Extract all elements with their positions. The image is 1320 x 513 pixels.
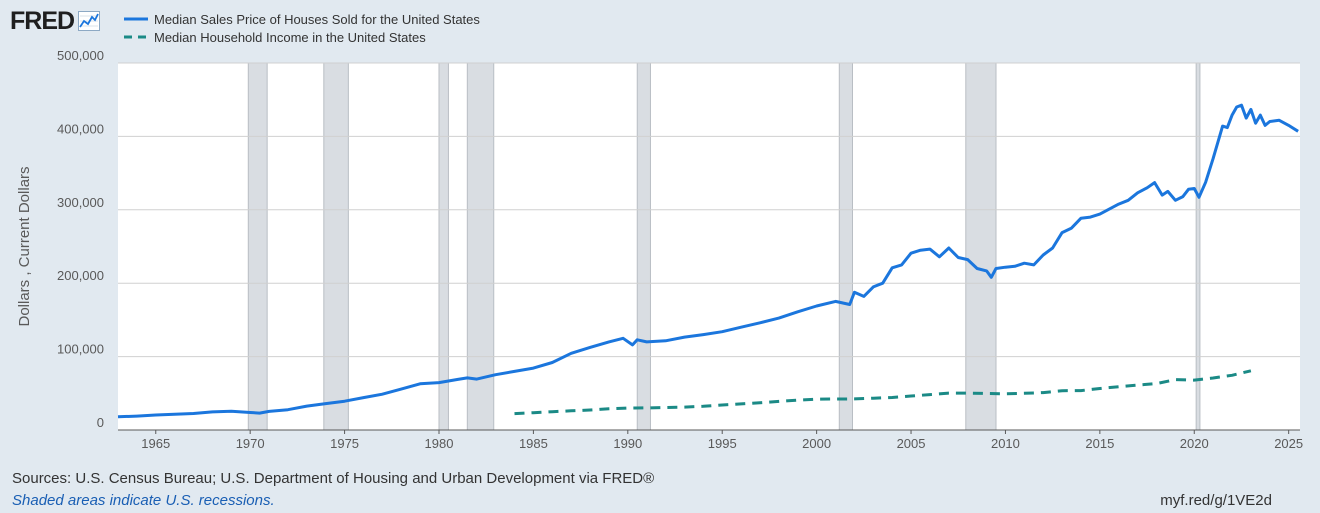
plot-area	[118, 63, 1300, 430]
legend-item-household-income[interactable]: Median Household Income in the United St…	[124, 28, 480, 46]
sources-text: Sources: U.S. Census Bureau; U.S. Depart…	[12, 470, 655, 487]
fred-logo[interactable]: FRED	[10, 6, 101, 35]
recession-band	[438, 62, 449, 431]
series-line-house-price	[117, 103, 1299, 419]
x-tick-label: 2015	[1085, 436, 1114, 451]
x-tick-label: 1990	[613, 436, 642, 451]
y-tick-label: 0	[97, 415, 104, 430]
legend-label: Median Household Income in the United St…	[154, 29, 426, 45]
x-tick-label: 1970	[236, 436, 265, 451]
short-url[interactable]: myf.red/g/1VE2d	[1160, 492, 1272, 509]
recession-band	[247, 62, 268, 431]
logo-text: FRED	[10, 6, 75, 35]
x-tick-label: 2010	[991, 436, 1020, 451]
line-chart-icon	[78, 11, 101, 31]
recession-note: Shaded areas indicate U.S. recessions.	[12, 492, 275, 509]
x-tick-label: 2000	[802, 436, 831, 451]
y-tick-label: 100,000	[57, 342, 104, 357]
chart-legend: Median Sales Price of Houses Sold for th…	[124, 10, 480, 46]
recession-band	[323, 62, 349, 431]
legend-item-house-price[interactable]: Median Sales Price of Houses Sold for th…	[124, 10, 480, 28]
recession-band	[1195, 62, 1201, 431]
x-tick-label: 2005	[897, 436, 926, 451]
y-tick-label: 300,000	[57, 195, 104, 210]
recession-band	[466, 62, 495, 431]
y-axis-label: Dollars , Current Dollars	[16, 166, 33, 326]
chart-header: FRED Median Sales Price of Houses Sold f…	[0, 0, 1320, 50]
x-tick-label: 1980	[425, 436, 454, 451]
series-line-household-income	[514, 369, 1252, 416]
recession-band	[636, 62, 651, 431]
x-tick-label: 2020	[1180, 436, 1209, 451]
legend-label: Median Sales Price of Houses Sold for th…	[154, 11, 480, 27]
legend-swatch-solid	[124, 17, 148, 21]
y-tick-label: 400,000	[57, 121, 104, 136]
legend-swatch-dashed	[124, 35, 148, 39]
x-tick-label: 1965	[141, 436, 170, 451]
y-tick-label: 200,000	[57, 268, 104, 283]
recession-band	[965, 62, 997, 431]
line-chart: 0 100,000 200,000 300,000 400,000 500,000 1965…	[16, 48, 1303, 451]
x-tick-label: 2025	[1274, 436, 1303, 451]
y-tick-label: 500,000	[57, 48, 104, 63]
x-tick-label: 1985	[519, 436, 548, 451]
recession-band	[838, 62, 854, 431]
x-tick-label: 1995	[708, 436, 737, 451]
x-tick-label: 1975	[330, 436, 359, 451]
